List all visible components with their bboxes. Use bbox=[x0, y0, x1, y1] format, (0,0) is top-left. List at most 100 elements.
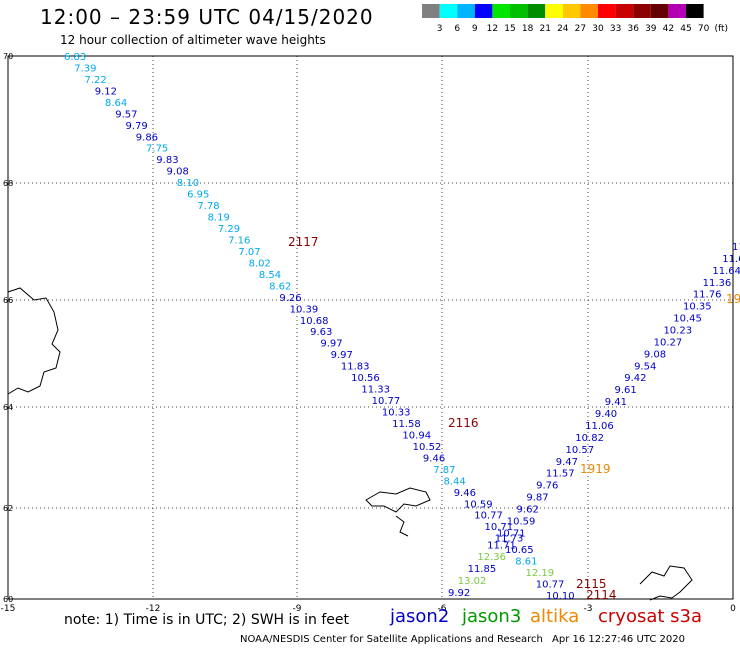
track-b-swh-value: 9.61 bbox=[614, 385, 636, 396]
track-a-swh-value: 9.57 bbox=[115, 109, 137, 120]
track-a-swh-value: 6.83 bbox=[64, 52, 86, 63]
scale-swatch bbox=[510, 4, 528, 18]
track-b-swh-value: 9.40 bbox=[595, 409, 617, 420]
track-a-swh-value: 9.97 bbox=[320, 339, 342, 350]
track-b-swh-value: 10.57 bbox=[566, 445, 595, 456]
track-a-swh-value: 8.62 bbox=[269, 281, 291, 292]
track-b-swh-value: 9.54 bbox=[634, 361, 656, 372]
scale-label: 39 bbox=[645, 24, 657, 34]
scale-label: 27 bbox=[575, 24, 586, 34]
track-a-swh-value: 10.65 bbox=[505, 545, 534, 556]
scale-label: 42 bbox=[663, 24, 674, 34]
pass-time-label: 19 bbox=[726, 292, 740, 306]
scale-label: 45 bbox=[680, 24, 691, 34]
track-a-swh-value: 10.52 bbox=[413, 442, 442, 453]
track-b-swh-value: 11.36 bbox=[703, 278, 732, 289]
track-a-swh-value: 10.77 bbox=[536, 580, 565, 591]
track-a-swh-value: 8.61 bbox=[515, 557, 537, 568]
scale-label: 33 bbox=[610, 24, 621, 34]
track-a-swh-value: 11.58 bbox=[392, 419, 421, 430]
scale-swatch bbox=[633, 4, 651, 18]
scale-swatch bbox=[686, 4, 704, 18]
credit-line: NOAA/NESDIS Center for Satellite Applica… bbox=[240, 634, 543, 645]
track-b-swh-value: 9.76 bbox=[536, 481, 558, 492]
coastline bbox=[395, 515, 693, 601]
legend-jason3: jason3 bbox=[462, 606, 522, 627]
scale-label: 9 bbox=[472, 24, 478, 34]
track-a-swh-value: 7.75 bbox=[146, 144, 168, 155]
scale-swatch bbox=[439, 4, 458, 18]
scale-swatch bbox=[422, 4, 440, 18]
track-a-swh-value: 11.73 bbox=[495, 534, 524, 545]
x-tick-label: -12 bbox=[146, 604, 161, 614]
track-a-swh-value: 12.19 bbox=[525, 568, 554, 579]
track-a-swh-value: 9.26 bbox=[279, 293, 301, 304]
legend-cryosat: cryosat s3a bbox=[598, 606, 703, 627]
scale-label: 24 bbox=[557, 24, 569, 34]
track-a-swh-value: 10.71 bbox=[484, 522, 513, 533]
scale-swatch bbox=[668, 4, 686, 18]
scale-label: 30 bbox=[592, 24, 604, 34]
y-tick-label: 68 bbox=[3, 179, 13, 188]
scale-unit: (ft) bbox=[714, 24, 728, 34]
scale-label: 6 bbox=[454, 24, 460, 34]
scale-label: 18 bbox=[522, 24, 534, 34]
track-a-swh-value: 10.68 bbox=[300, 316, 329, 327]
x-tick-label: -3 bbox=[584, 604, 593, 614]
track-b-swh-value: 11.85 bbox=[468, 564, 497, 575]
track-a-swh-value: 7.22 bbox=[85, 75, 107, 86]
track-a-swh-value: 7.07 bbox=[238, 247, 260, 258]
scale-label: 36 bbox=[627, 24, 639, 34]
pass-time-label: 2114 bbox=[586, 588, 617, 602]
iceland-coastline bbox=[365, 487, 431, 513]
track-a-swh-value: 9.79 bbox=[126, 121, 148, 132]
track-b-swh-value: 12.36 bbox=[477, 552, 506, 563]
scale-label: 70 bbox=[698, 24, 710, 34]
scale-swatch bbox=[580, 4, 598, 18]
track-b-swh-value: 11.64 bbox=[712, 266, 740, 277]
track-a-swh-value: 8.64 bbox=[105, 98, 127, 109]
track-b-swh-value: 11 bbox=[732, 242, 740, 253]
track-a-swh-value: 10.77 bbox=[474, 511, 503, 522]
track-a-swh-value: 7.16 bbox=[228, 235, 250, 246]
track-b-swh-value: 9.08 bbox=[644, 349, 666, 360]
track-b-swh-value: 10.82 bbox=[575, 433, 604, 444]
track-b-swh-value: 10.71 bbox=[497, 528, 526, 539]
track-a-swh-value: 9.46 bbox=[454, 488, 476, 499]
track-a-swh-value: 8.44 bbox=[443, 476, 465, 487]
track-a-swh-value: 11.33 bbox=[361, 385, 390, 396]
scale-swatch bbox=[527, 4, 546, 18]
track-a-swh-value: 7.78 bbox=[197, 201, 219, 212]
page-title: 12:00 – 23:59 UTC 04/15/2020 bbox=[40, 5, 374, 29]
footer-note: note: 1) Time is in UTC; 2) SWH is in fe… bbox=[64, 612, 350, 628]
track-a-swh-value: 9.83 bbox=[156, 155, 178, 166]
pass-time-label: 2117 bbox=[288, 235, 319, 249]
legend-jason2: jason2 bbox=[390, 606, 450, 627]
track-a-swh-value: 7.39 bbox=[74, 63, 96, 74]
track-b-swh-value: 11.57 bbox=[546, 469, 575, 480]
y-tick-label: 70 bbox=[3, 52, 13, 61]
track-a-swh-value: 9.63 bbox=[310, 327, 332, 338]
track-a-swh-value: 9.08 bbox=[167, 167, 189, 178]
scale-label: 21 bbox=[539, 24, 550, 34]
y-tick-label: 60 bbox=[3, 595, 13, 604]
track-b-swh-value: 9.92 bbox=[448, 588, 470, 599]
pass-time-label: 2115 bbox=[576, 577, 607, 591]
track-b-swh-value: 10.35 bbox=[683, 302, 712, 313]
track-b-swh-value: 10.27 bbox=[654, 337, 683, 348]
y-tick-label: 64 bbox=[3, 403, 13, 412]
greenland-coastline bbox=[7, 287, 61, 395]
scale-swatch bbox=[545, 4, 563, 18]
track-a-swh-value: 6.95 bbox=[187, 190, 209, 201]
track-b-swh-value: 9.87 bbox=[526, 493, 548, 504]
track-a-swh-value: 9.12 bbox=[95, 86, 117, 97]
scale-swatch bbox=[492, 4, 510, 18]
track-a-swh-value: 9.86 bbox=[136, 132, 158, 143]
y-tick-label: 62 bbox=[3, 504, 13, 513]
scale-swatch bbox=[615, 4, 634, 18]
track-a-swh-value: 10.59 bbox=[464, 499, 493, 510]
track-b-swh-value: 11.06 bbox=[585, 421, 614, 432]
track-a-swh-value: 8.19 bbox=[208, 213, 230, 224]
page-subtitle: 12 hour collection of altimeter wave hei… bbox=[60, 33, 326, 47]
track-a-swh-value: 10.10 bbox=[546, 591, 575, 602]
